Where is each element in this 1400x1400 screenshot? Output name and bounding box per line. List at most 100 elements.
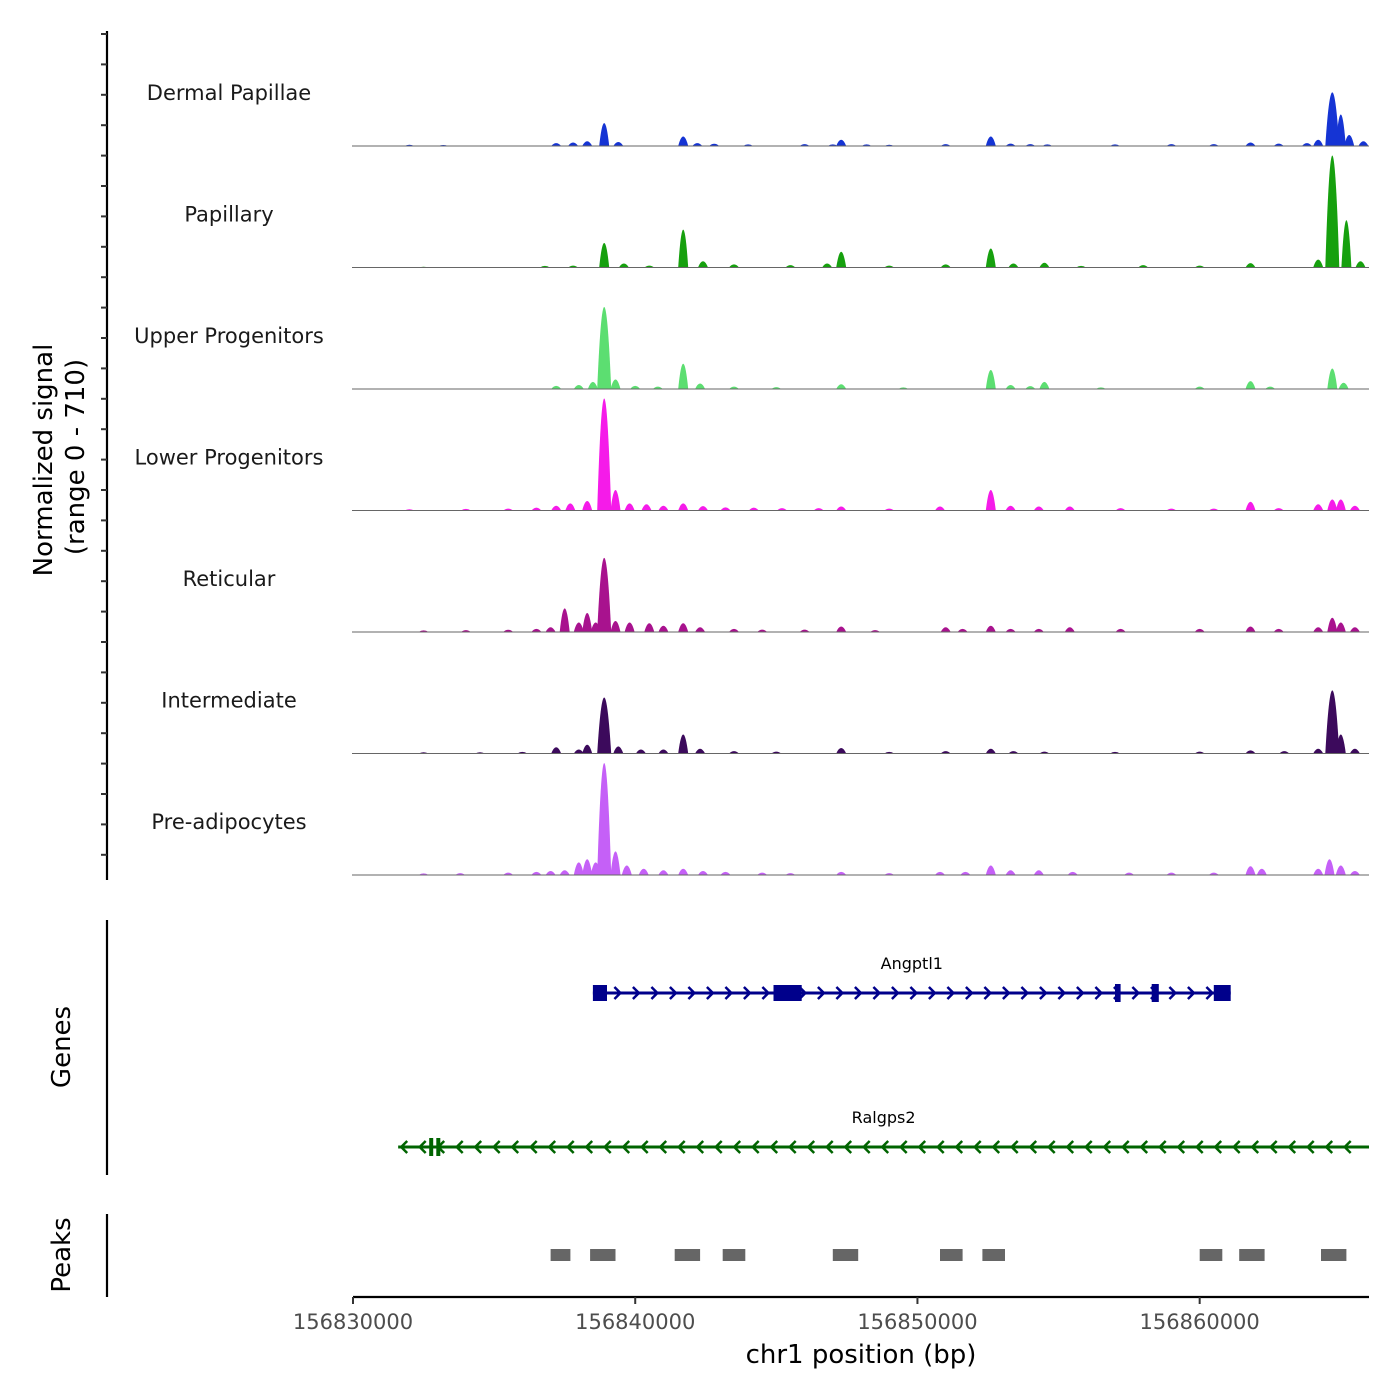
signal-peak <box>1349 505 1360 511</box>
signal-peak <box>985 490 996 511</box>
signal-peak <box>720 507 731 511</box>
strand-arrow <box>1187 986 1196 1000</box>
signal-peak <box>1245 501 1256 511</box>
signal-peak <box>985 136 996 146</box>
strand-arrow <box>1076 986 1085 1000</box>
signal-peak <box>1335 865 1346 875</box>
signal-peak <box>1313 259 1324 268</box>
track-intermediate: Intermediate <box>161 689 1369 754</box>
strand-arrow <box>1002 986 1011 1000</box>
strand-arrow <box>491 1140 501 1154</box>
signal-peak <box>836 384 847 389</box>
signal-peak <box>695 627 706 632</box>
signal-peak <box>1327 499 1338 511</box>
signal-peak <box>960 871 971 875</box>
gene-exon <box>1115 984 1121 1002</box>
strand-arrow <box>1194 1140 1204 1154</box>
signal-peak <box>565 503 576 511</box>
signal-peak <box>1273 508 1284 511</box>
peak-regions <box>550 1249 1347 1261</box>
signal-peak <box>610 620 621 632</box>
signal-peak <box>1025 386 1036 389</box>
strand-arrow <box>954 1140 964 1154</box>
signal-peak <box>1033 506 1044 511</box>
signal-peak <box>503 872 514 875</box>
gene-exon <box>773 985 802 1001</box>
x-tick-label: 156850000 <box>857 1310 977 1334</box>
strand-arrow <box>1305 1140 1315 1154</box>
track-label: Intermediate <box>161 689 297 713</box>
signal-peak <box>658 749 669 754</box>
signal-peak <box>729 386 739 389</box>
signal-peak <box>1273 628 1284 632</box>
signal-peak <box>729 264 739 268</box>
peak-region <box>1239 1249 1265 1261</box>
signal-peak <box>1325 92 1340 146</box>
signal-peak <box>599 123 610 146</box>
signal-peak <box>1033 870 1044 875</box>
signal-peak <box>621 865 632 875</box>
signal-peak <box>618 263 629 268</box>
signal-peak <box>573 749 584 754</box>
strand-arrow <box>732 1140 742 1154</box>
signal-peak <box>638 868 649 875</box>
signal-peak <box>503 629 514 632</box>
signal-peak <box>985 625 996 632</box>
signal-peak <box>1194 386 1205 389</box>
signal-peak <box>1256 868 1267 875</box>
signal-peak <box>678 503 689 511</box>
strand-arrow <box>872 986 882 1000</box>
signal-peak <box>836 506 847 511</box>
strand-arrow <box>584 1140 594 1154</box>
track-label: Reticular <box>183 567 276 591</box>
strand-arrow <box>880 1140 890 1154</box>
signal-peak <box>1005 385 1016 389</box>
strand-arrow <box>972 1140 982 1154</box>
strand-arrow <box>761 986 771 1000</box>
signal-peak <box>1245 626 1256 632</box>
strand-arrow <box>1065 1140 1075 1154</box>
strand-arrow <box>935 1140 945 1154</box>
signal-peak <box>985 248 996 268</box>
strand-arrow <box>835 986 845 1000</box>
strand-arrow <box>1287 1140 1297 1154</box>
strand-arrow <box>417 1140 427 1154</box>
strand-arrow <box>1094 986 1104 1000</box>
x-axis-ticks: 156830000 156840000 156850000 156860000 <box>293 1297 1260 1334</box>
signal-peak <box>678 734 689 754</box>
strand-arrow <box>602 1140 612 1154</box>
gene-exon <box>1151 984 1159 1002</box>
strand-arrow <box>1057 986 1067 1000</box>
track-label: Dermal Papillae <box>147 81 311 105</box>
signal-peak <box>1349 627 1360 632</box>
signal-peak <box>1313 748 1324 754</box>
track-pre-adipocytes: Pre-adipocytes <box>151 763 1369 876</box>
signal-peak <box>1245 866 1256 875</box>
strand-arrow <box>817 986 826 1000</box>
signal-peak <box>1208 872 1219 875</box>
x-tick-label: 156840000 <box>575 1310 695 1334</box>
track-dermal-papillae: Dermal Papillae <box>147 81 1369 147</box>
strand-arrow <box>1083 1140 1093 1154</box>
gene-ralgps2: Ralgps2 <box>398 1108 1369 1156</box>
strand-arrow <box>1102 1140 1112 1154</box>
signal-peak <box>757 629 768 632</box>
signal-peak <box>678 363 689 389</box>
strand-arrow <box>824 1140 834 1154</box>
track-label: Upper Progenitors <box>134 324 324 348</box>
strand-arrow <box>806 1140 816 1154</box>
signal-peak <box>551 505 562 511</box>
strand-arrow <box>706 986 715 1000</box>
genes-panel-label: Genes <box>47 1006 77 1088</box>
signal-peak <box>1349 748 1360 754</box>
signal-peak <box>551 143 562 146</box>
signal-peak <box>610 490 621 511</box>
x-tick-label: 156860000 <box>1140 1310 1260 1334</box>
signal-peak <box>957 628 968 632</box>
signal-peak <box>1005 628 1016 632</box>
signal-peak <box>940 264 951 268</box>
signal-peak <box>1005 505 1016 511</box>
x-axis-title: chr1 position (bp) <box>746 1340 977 1370</box>
signal-peak <box>531 871 542 875</box>
